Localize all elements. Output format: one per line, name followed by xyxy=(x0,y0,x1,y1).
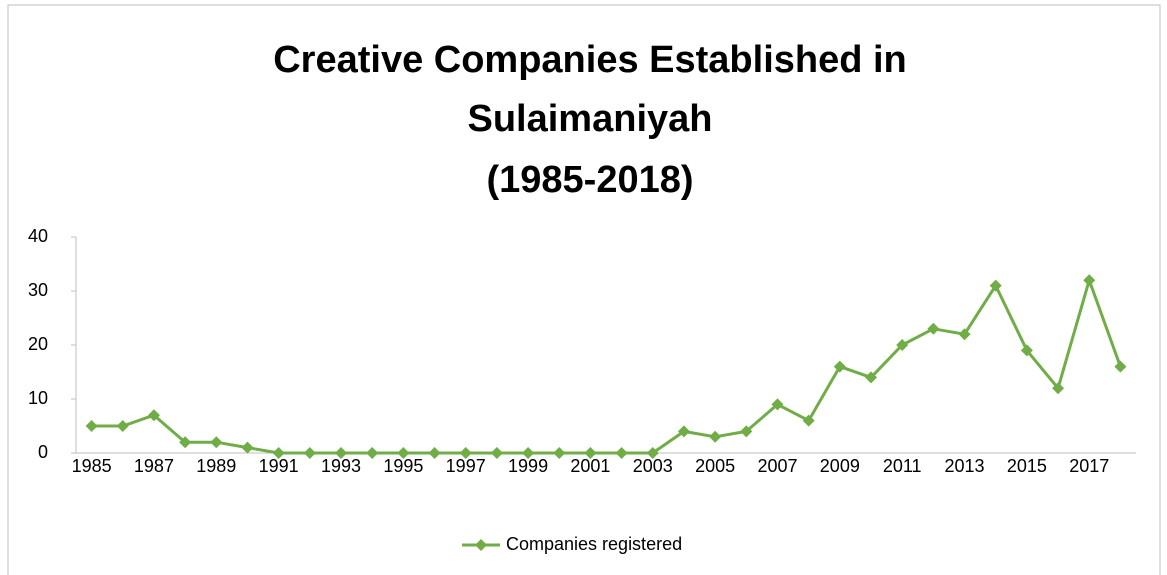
data-point xyxy=(116,420,129,432)
chart-border xyxy=(7,4,1161,575)
y-tick-label: 40 xyxy=(28,226,48,246)
data-point xyxy=(833,360,846,373)
x-tick-label: 2017 xyxy=(1069,456,1109,476)
data-point xyxy=(366,447,379,459)
data-point xyxy=(179,436,192,449)
data-point xyxy=(646,447,659,459)
data-point xyxy=(428,447,441,459)
x-tick-label: 1997 xyxy=(446,456,486,476)
data-point xyxy=(553,447,566,459)
x-tick-label: 2013 xyxy=(945,456,985,476)
data-point xyxy=(303,447,316,459)
data-point xyxy=(85,420,98,432)
data-point xyxy=(1114,360,1127,373)
y-tick-label: 30 xyxy=(28,280,48,300)
x-tick-label: 1993 xyxy=(321,456,361,476)
x-tick-label: 2005 xyxy=(695,456,735,476)
data-point xyxy=(210,436,223,449)
legend-marker xyxy=(475,539,487,551)
data-point xyxy=(459,447,472,459)
x-tick-label: 2011 xyxy=(883,456,922,476)
data-point xyxy=(1020,344,1033,357)
data-point xyxy=(615,447,628,459)
y-tick-label: 20 xyxy=(28,334,48,354)
x-tick-label: 1999 xyxy=(508,456,548,476)
data-point xyxy=(1083,274,1096,287)
data-point xyxy=(802,414,815,427)
data-point xyxy=(522,447,535,459)
data-point xyxy=(584,447,597,459)
data-point xyxy=(1052,382,1065,395)
chart-title: Sulaimaniyah xyxy=(468,98,713,140)
x-tick-label: 2007 xyxy=(757,456,797,476)
data-point xyxy=(865,371,877,384)
series-line xyxy=(91,278,1122,455)
data-point xyxy=(241,441,254,454)
x-tick-label: 1989 xyxy=(196,456,236,476)
x-tick-label: 2015 xyxy=(1007,456,1047,476)
data-point xyxy=(677,425,690,438)
y-tick-label: 10 xyxy=(28,388,48,408)
data-point xyxy=(147,409,160,422)
x-tick-label: 2001 xyxy=(570,456,610,476)
data-point xyxy=(709,430,722,443)
data-point xyxy=(771,398,784,411)
chart-title: (1985-2018) xyxy=(486,159,693,201)
y-tick-label: 0 xyxy=(38,442,48,462)
data-point xyxy=(740,425,753,438)
data-point xyxy=(490,447,503,459)
data-point xyxy=(927,322,940,335)
x-tick-label: 1987 xyxy=(134,456,174,476)
data-point xyxy=(958,328,971,341)
x-tick-label: 2009 xyxy=(820,456,860,476)
chart-title: Creative Companies Established in xyxy=(273,39,907,81)
x-tick-label: 2003 xyxy=(633,456,673,476)
x-tick-label: 1991 xyxy=(259,456,299,476)
data-point xyxy=(397,447,410,459)
legend-label: Companies registered xyxy=(506,534,682,554)
data-point xyxy=(989,279,1002,292)
data-point xyxy=(272,447,285,459)
data-point xyxy=(896,339,909,351)
x-tick-label: 1985 xyxy=(72,456,112,476)
data-point xyxy=(335,447,347,459)
x-tick-label: 1995 xyxy=(383,456,423,476)
